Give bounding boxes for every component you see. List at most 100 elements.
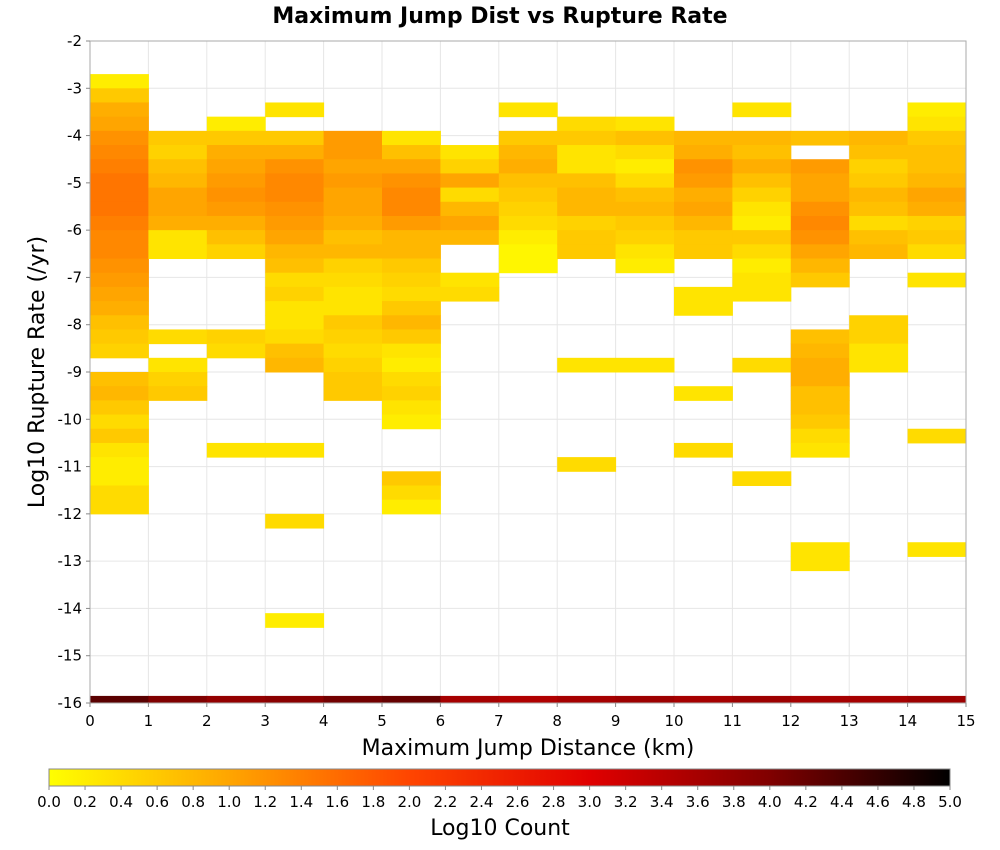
colorbar-ticks: 0.0 0.2 0.4 0.6 0.8 1.0 1.2 1.4 1.6 1.8 2.0 2.2 2.4 2…	[37, 786, 962, 811]
heatmap-cell	[90, 457, 149, 472]
colorbar-tick-label: 0.0	[37, 793, 61, 811]
heatmap-cell	[382, 272, 441, 288]
heatmap-cell	[615, 258, 675, 274]
heatmap-cell	[265, 215, 325, 231]
heatmap-cell	[206, 215, 266, 231]
heatmap-cell	[615, 201, 675, 217]
heatmap-cell-bottom	[323, 695, 383, 703]
colorbar-tick-label: 1.8	[361, 793, 385, 811]
heatmap-cell	[206, 145, 266, 160]
heatmap-cell	[206, 116, 266, 132]
heatmap-cell	[90, 258, 149, 274]
heatmap-cell-bottom	[615, 695, 675, 703]
heatmap-cell-bottom	[907, 695, 967, 703]
heatmap-cell	[732, 130, 792, 146]
y-tick-label: -2	[67, 32, 82, 50]
heatmap-cell	[849, 343, 909, 359]
heatmap-cell	[849, 215, 909, 231]
heatmap-cell	[323, 386, 383, 401]
heatmap-cell	[907, 272, 967, 288]
heatmap-cell	[90, 145, 149, 160]
heatmap-cell	[440, 215, 500, 231]
heatmap-cell	[732, 145, 792, 160]
heatmap-cell	[790, 386, 850, 401]
heatmap-cell	[90, 102, 149, 118]
heatmap-cell	[206, 343, 266, 359]
heatmap-cell	[206, 230, 266, 245]
heatmap-cell	[206, 159, 266, 174]
x-tick-label: 9	[611, 712, 621, 730]
heatmap-cell	[849, 130, 909, 146]
colorbar-tick-label: 1.6	[325, 793, 349, 811]
heatmap-cell	[90, 485, 149, 501]
heatmap-cell	[615, 230, 675, 245]
heatmap-cell	[265, 230, 325, 245]
heatmap-cell	[148, 329, 208, 345]
heatmap-cell	[732, 244, 792, 260]
heatmap-cell	[323, 357, 383, 373]
y-tick-label: -10	[58, 410, 83, 428]
colorbar-tick-label: 2.2	[434, 793, 458, 811]
colorbar-tick-label: 1.4	[289, 793, 313, 811]
heatmap-cell	[382, 215, 441, 231]
heatmap-cell	[849, 244, 909, 260]
heatmap-cell	[382, 258, 441, 274]
heatmap-cell	[382, 187, 441, 203]
heatmap-cell	[674, 201, 733, 217]
y-axis-label: Log10 Rupture Rate (/yr)	[25, 236, 50, 508]
heatmap-cell	[323, 215, 383, 231]
heatmap-cell	[265, 286, 325, 302]
x-tick-label: 1	[144, 712, 154, 730]
heatmap-cell	[557, 215, 617, 231]
y-tick-label: -13	[58, 552, 83, 570]
heatmap-cell	[790, 343, 850, 359]
heatmap-cell	[90, 343, 149, 359]
heatmap-cell	[498, 187, 558, 203]
heatmap-cell-bottom	[849, 695, 909, 703]
heatmap-cell	[382, 357, 441, 373]
heatmap-cell	[90, 230, 149, 245]
heatmap-cell	[206, 130, 266, 146]
heatmap-cell	[907, 215, 967, 231]
heatmap-cell	[206, 201, 266, 217]
heatmap-cell	[674, 301, 733, 316]
heatmap-cell	[323, 372, 383, 387]
heatmap-cell-bottom	[440, 695, 500, 703]
heatmap-cell	[206, 442, 266, 458]
heatmap-cell	[90, 442, 149, 458]
heatmap-cell	[90, 286, 149, 302]
y-tick-label: -14	[58, 599, 83, 617]
heatmap-cell	[265, 258, 325, 274]
heatmap-cell	[440, 201, 500, 217]
heatmap-cell	[849, 145, 909, 160]
heatmap-cell	[265, 315, 325, 330]
heatmap-cell	[557, 130, 617, 146]
heatmap-cell	[323, 272, 383, 288]
heatmap-cell	[90, 159, 149, 174]
heatmap-cell	[790, 159, 850, 174]
heatmap-cell	[790, 442, 850, 458]
heatmap-cell	[790, 357, 850, 373]
heatmap-cell	[557, 230, 617, 245]
heatmap-cell	[498, 230, 558, 245]
y-axis-ticks: -2 -3 -4 -5 -6 -7 -8 -9 -10 -11 -12 -13 -14 -15 -16	[58, 32, 90, 712]
heatmap-cell	[382, 145, 441, 160]
heatmap-cell	[382, 343, 441, 359]
heatmap-cell	[674, 173, 733, 189]
heatmap-cell	[440, 272, 500, 288]
y-tick-label: -4	[67, 127, 82, 145]
heatmap-cell	[382, 201, 441, 217]
heatmap-cell	[790, 542, 850, 557]
heatmap-cell	[790, 428, 850, 444]
heatmap-cell	[90, 88, 149, 103]
colorbar	[48, 768, 951, 787]
colorbar-tick-label: 0.4	[109, 793, 133, 811]
heatmap-cell	[265, 329, 325, 345]
heatmap-cell	[790, 215, 850, 231]
heatmap-cell	[557, 159, 617, 174]
heatmap-cell	[790, 414, 850, 430]
heatmap-cell	[732, 258, 792, 274]
heatmap-cell	[498, 173, 558, 189]
heatmap-cell	[849, 173, 909, 189]
